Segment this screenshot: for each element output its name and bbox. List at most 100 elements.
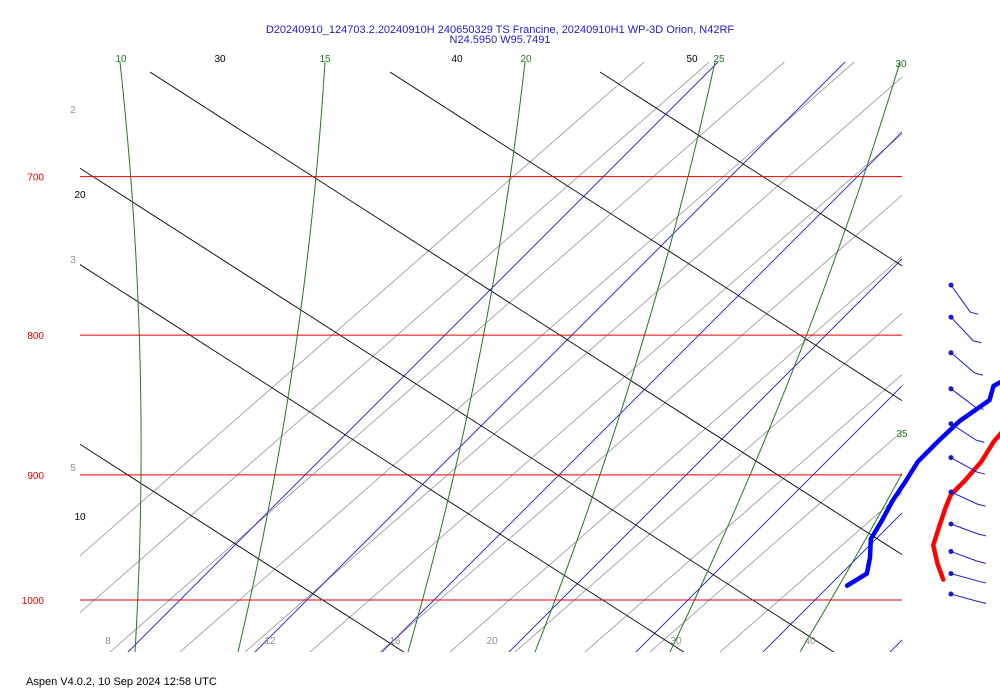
wind-barb-shaft — [950, 523, 979, 535]
wind-barb-shaft — [950, 573, 979, 582]
moist-adiabat-line — [669, 62, 901, 652]
moist-adiabat-label: 35 — [896, 429, 908, 440]
mixing-ratio-line — [109, 62, 785, 652]
mixing-ratio-line — [584, 374, 902, 652]
pressure-label: 900 — [27, 471, 44, 482]
wind-barb-flag — [977, 533, 986, 537]
sounding-profiles — [844, 379, 1000, 588]
dry-adiabat-line — [80, 167, 835, 652]
wind-barb — [948, 591, 987, 604]
wind-barb — [948, 421, 985, 443]
wind-barb-shaft — [950, 551, 979, 562]
wind-barb-shaft — [950, 316, 974, 342]
chart-title: D20240910_124703.2.20240910H 240650329 T… — [265, 24, 735, 36]
wind-barb — [948, 521, 986, 537]
wind-barb-flag — [978, 580, 987, 584]
mixing-ratio-label: 20 — [486, 636, 498, 647]
wind-barb-shaft — [950, 491, 978, 505]
mixing-ratio-line — [80, 62, 645, 557]
wind-barbs — [948, 282, 987, 604]
moist-adiabat-line — [534, 62, 716, 652]
wind-barb-flag — [974, 372, 984, 376]
mixing-ratio-label: 12 — [264, 636, 276, 647]
pressure-label: 700 — [27, 173, 44, 184]
wind-barb-flag — [975, 406, 984, 410]
mixing-ratio-line — [719, 492, 902, 652]
pressure-label: 600 — [27, 0, 44, 1]
wind-barb-flag — [976, 439, 985, 443]
moist-adiabat-lines — [119, 62, 902, 652]
wind-barb-flag — [977, 503, 986, 507]
wind-barb-shaft — [950, 457, 978, 473]
isobar-lines — [80, 176, 902, 601]
mixing-ratio-label: 40 — [804, 636, 816, 647]
dry-adiabat-label: 20 — [74, 190, 86, 201]
mixing-ratio-line — [514, 312, 902, 652]
isotherm-line — [381, 131, 902, 652]
dry-adiabat-label: 50 — [686, 54, 698, 65]
dry-adiabat-label: 40 — [451, 54, 463, 65]
wind-barb-shaft — [950, 388, 976, 408]
temperature-profile — [930, 431, 1000, 582]
wind-barb — [948, 282, 979, 315]
wind-barb — [948, 549, 986, 564]
mixing-ratio-label: 8 — [105, 636, 111, 647]
moist-adiabat-label: 30 — [895, 59, 907, 70]
mixing-ratio-line — [80, 62, 710, 614]
mixing-ratio-line — [449, 255, 902, 652]
wind-barb-shaft — [950, 593, 979, 602]
wind-barb-shaft — [950, 352, 976, 374]
mixing-ratio-edge-label: 2 — [70, 105, 76, 116]
isotherm-line — [889, 639, 902, 652]
footer-version: Aspen V4.0.2, 10 Sep 2024 12:58 UTC — [26, 676, 217, 688]
moist-adiabat-label: 10 — [115, 54, 127, 65]
pressure-label: 800 — [27, 331, 44, 342]
mixing-ratio-edge-label: 5 — [70, 463, 76, 474]
mixing-ratio-line — [309, 133, 902, 652]
moist-adiabat-line — [119, 62, 142, 652]
wind-barb-flag — [970, 311, 979, 315]
moist-adiabat-label: 15 — [319, 54, 331, 65]
wind-barb-flag — [977, 560, 986, 564]
isotherm-line — [635, 385, 902, 652]
wind-barb-flag — [976, 471, 986, 475]
mixing-ratio-line — [244, 76, 902, 652]
moist-adiabat-label: 25 — [713, 54, 725, 65]
dry-adiabat-line — [389, 71, 902, 402]
wind-barb — [948, 386, 984, 410]
mixing-ratio-label: 30 — [670, 636, 682, 647]
mixing-ratio-lines — [80, 62, 902, 652]
moist-adiabat-label: 20 — [520, 54, 532, 65]
wind-barb-flag — [973, 340, 982, 344]
dry-adiabat-line — [80, 443, 405, 652]
wind-barb-shaft — [950, 284, 971, 313]
mixing-ratio-line — [179, 62, 855, 652]
wind-barb — [948, 314, 982, 344]
wind-barb — [948, 571, 987, 584]
dry-adiabat-label: 30 — [214, 54, 226, 65]
mixing-ratio-edge-label: 3 — [70, 255, 76, 266]
chart-labels: 6007008009001000-10010203010203040501015… — [22, 0, 908, 647]
wind-barb — [948, 455, 986, 475]
isotherm-line — [127, 62, 719, 652]
isotherm-line — [762, 512, 902, 652]
isotherm-line — [254, 62, 846, 652]
wind-barb — [948, 489, 986, 507]
moist-adiabat-line — [407, 62, 526, 652]
dry-adiabat-label: 10 — [74, 512, 86, 523]
pressure-label: 1000 — [22, 596, 45, 607]
mixing-ratio-line — [379, 194, 902, 652]
dry-adiabat-line — [599, 71, 902, 267]
isotherm-line — [508, 258, 902, 652]
moist-adiabat-line — [799, 472, 902, 652]
dry-adiabat-line — [149, 71, 902, 556]
moist-adiabat-line — [237, 62, 326, 652]
chart-subtitle: N24.5950 W95.7491 — [449, 34, 551, 46]
dry-adiabat-lines — [80, 71, 902, 652]
mixing-ratio-label: 16 — [389, 636, 401, 647]
dry-adiabat-line — [80, 264, 685, 652]
wind-barb-shaft — [950, 423, 977, 441]
dewpoint-profile — [844, 379, 1000, 588]
wind-barb-flag — [978, 601, 987, 604]
